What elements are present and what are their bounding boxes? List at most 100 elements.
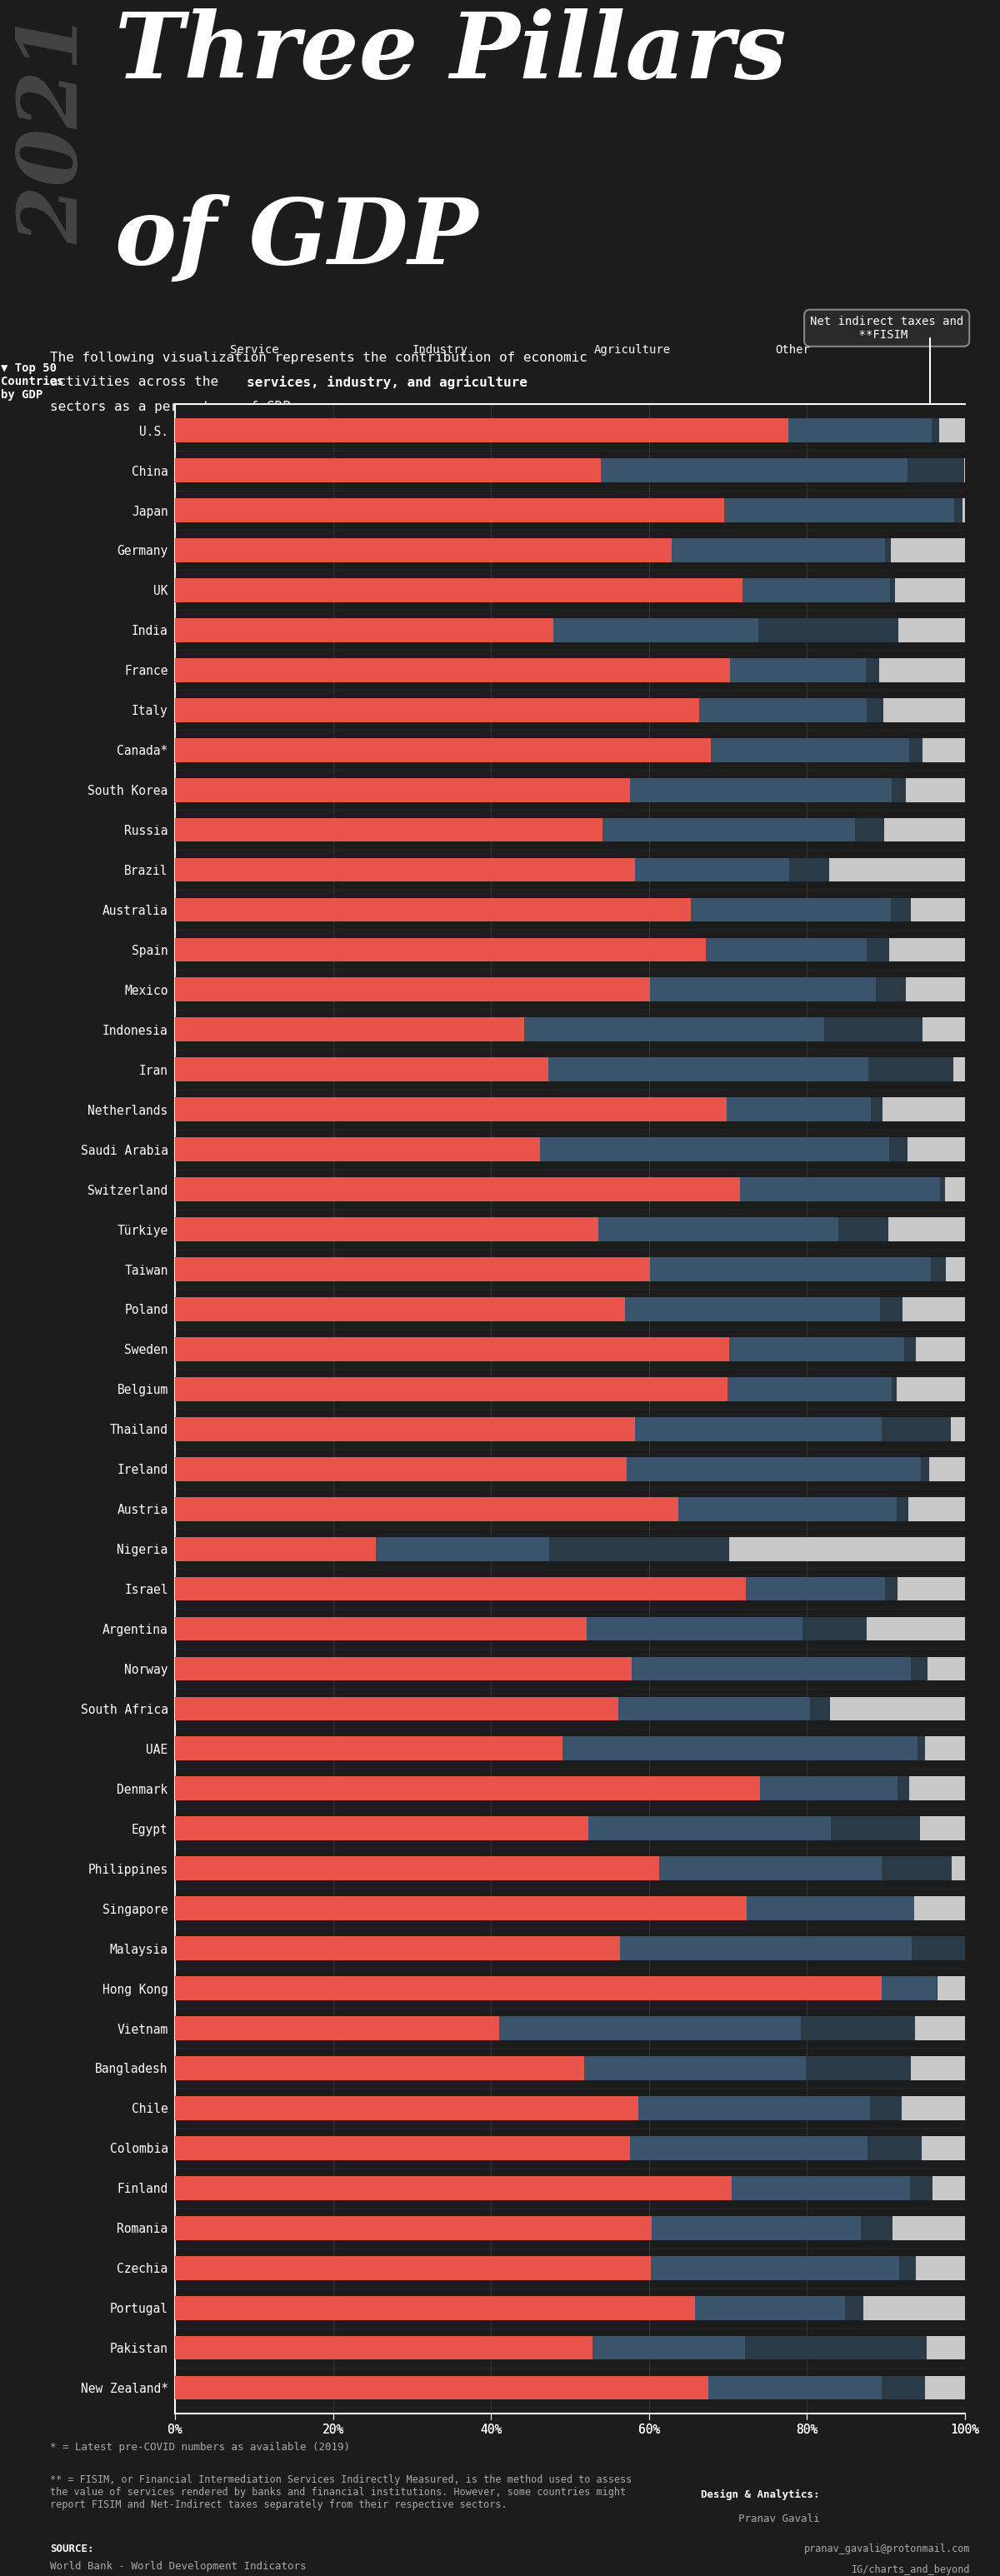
Bar xyxy=(802,1618,867,1641)
Bar xyxy=(885,538,891,562)
Bar xyxy=(175,698,699,721)
Bar xyxy=(746,1577,885,1600)
Bar xyxy=(175,1218,598,1242)
Bar xyxy=(880,1298,903,1321)
Text: Three Pillars: Three Pillars xyxy=(115,8,786,98)
Bar xyxy=(922,1018,965,1041)
Bar xyxy=(940,1177,945,1200)
Bar xyxy=(906,979,965,1002)
Text: sectors as a percentage of GDP.: sectors as a percentage of GDP. xyxy=(50,399,299,412)
Bar xyxy=(588,1816,831,1839)
Bar xyxy=(888,1218,965,1242)
Bar xyxy=(175,1458,627,1481)
Bar xyxy=(892,2215,965,2241)
Bar xyxy=(730,657,865,683)
Bar xyxy=(801,2017,915,2040)
Bar xyxy=(175,938,706,961)
Bar xyxy=(549,1538,729,1561)
Bar xyxy=(587,1618,802,1641)
Bar xyxy=(922,2136,965,2161)
Bar xyxy=(175,497,724,523)
Bar xyxy=(910,1656,928,1680)
Bar xyxy=(175,1059,549,1082)
Bar xyxy=(897,1497,908,1520)
Bar xyxy=(602,817,855,842)
Bar xyxy=(742,577,890,603)
FancyBboxPatch shape xyxy=(207,335,224,363)
Bar xyxy=(902,2097,965,2120)
Bar xyxy=(175,657,730,683)
Bar xyxy=(911,1937,971,1960)
Bar xyxy=(910,2056,965,2081)
Bar xyxy=(918,1736,925,1759)
Bar xyxy=(584,2056,805,2081)
Bar xyxy=(805,2056,910,2081)
Bar xyxy=(908,1497,965,1520)
Bar xyxy=(175,1097,726,1121)
Bar xyxy=(914,1896,965,1919)
Bar xyxy=(175,1538,376,1561)
Bar xyxy=(910,899,965,922)
Bar xyxy=(635,858,789,881)
Text: of GDP: of GDP xyxy=(115,193,478,283)
Bar xyxy=(885,1577,898,1600)
Bar xyxy=(889,938,965,961)
Bar xyxy=(175,1618,587,1641)
Bar xyxy=(175,2257,651,2280)
Text: World Bank - World Development Indicators: World Bank - World Development Indicator… xyxy=(50,2561,306,2571)
Text: Pranav Gavali: Pranav Gavali xyxy=(739,2514,820,2524)
Bar xyxy=(925,2375,965,2401)
Bar xyxy=(895,577,965,603)
Bar xyxy=(915,2017,965,2040)
Bar xyxy=(892,778,906,801)
Bar xyxy=(951,1417,965,1440)
Bar xyxy=(175,1896,747,1919)
Bar xyxy=(175,2056,584,2081)
Bar xyxy=(881,1976,937,2002)
Bar xyxy=(933,2177,965,2200)
Bar xyxy=(883,1097,965,1121)
Bar xyxy=(884,698,965,721)
Bar xyxy=(921,1458,929,1481)
FancyBboxPatch shape xyxy=(570,335,587,363)
Bar xyxy=(175,979,650,1002)
Bar xyxy=(758,618,899,641)
Bar xyxy=(891,538,965,562)
Bar xyxy=(630,2136,868,2161)
Bar xyxy=(175,1976,881,2002)
Bar xyxy=(889,1139,907,1162)
Bar xyxy=(175,2136,630,2161)
Bar xyxy=(175,1777,760,1801)
Bar xyxy=(175,1698,618,1721)
Bar xyxy=(553,618,758,641)
Bar xyxy=(175,417,788,443)
Bar xyxy=(175,1139,540,1162)
Bar xyxy=(376,1538,549,1561)
Bar xyxy=(175,1497,678,1520)
Bar xyxy=(890,577,895,603)
Bar xyxy=(651,2257,899,2280)
Bar xyxy=(870,2097,902,2120)
Bar xyxy=(963,497,965,523)
Bar xyxy=(909,1777,965,1801)
Bar xyxy=(175,1857,659,1880)
Bar xyxy=(672,538,885,562)
Bar xyxy=(175,1018,524,1041)
Bar xyxy=(869,1059,953,1082)
Bar xyxy=(620,1937,911,1960)
Text: Design & Analytics:: Design & Analytics: xyxy=(701,2488,820,2501)
Bar xyxy=(175,2215,651,2241)
Bar xyxy=(175,778,630,801)
Bar xyxy=(867,698,884,721)
Bar xyxy=(829,858,965,881)
Bar xyxy=(867,938,889,961)
Bar xyxy=(903,1298,965,1321)
Bar xyxy=(881,2375,925,2401)
Bar xyxy=(724,497,954,523)
Bar xyxy=(175,1417,635,1440)
Bar xyxy=(925,1736,965,1759)
Bar xyxy=(598,1218,839,1242)
Bar xyxy=(939,417,965,443)
Bar xyxy=(678,1497,897,1520)
Bar xyxy=(175,1937,620,1960)
